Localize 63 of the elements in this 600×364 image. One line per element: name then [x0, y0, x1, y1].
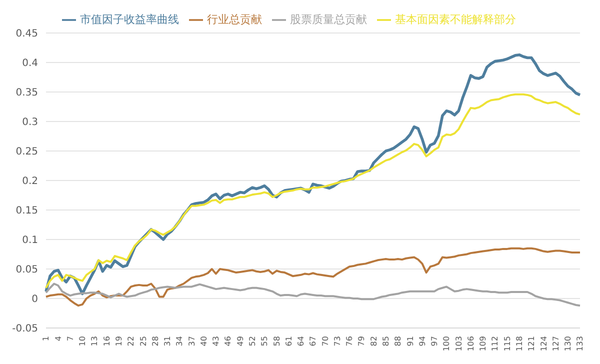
x-tick-label: 25	[138, 336, 148, 346]
legend-label: 市值因子收益率曲线	[80, 13, 179, 26]
x-tick-label: 58	[272, 336, 282, 346]
x-tick-label: 31	[163, 336, 172, 346]
x-tick-label: 7	[66, 336, 75, 342]
line-series	[45, 282, 581, 307]
x-tick-label: 118	[515, 336, 524, 352]
x-tick-label: 64	[296, 336, 306, 346]
x-tick-label: 16	[102, 336, 112, 346]
x-tick-label: 130	[564, 336, 573, 352]
y-tick-label: 0.2	[22, 176, 38, 188]
x-tick-label: 67	[308, 336, 318, 346]
legend-label: 基本面因素不能解释部分	[395, 13, 516, 26]
x-tick-label: 76	[345, 336, 354, 346]
y-tick-label: -0.05	[12, 324, 38, 335]
x-tick-label: 82	[369, 336, 378, 346]
y-tick-label: 0.25	[16, 146, 38, 158]
x-tick-label: 91	[406, 336, 415, 346]
y-tick-label: 0.15	[16, 206, 38, 217]
x-tick-label: 55	[260, 336, 270, 346]
y-tick-label: 0.4	[22, 58, 38, 70]
x-tick-label: 124	[539, 336, 548, 352]
x-tick-label: 70	[320, 336, 330, 346]
x-tick-label: 85	[382, 336, 390, 346]
legend-label: 股票质量总贡献	[290, 13, 367, 26]
x-tick-label: 34	[175, 336, 184, 346]
y-tick-label: 0.35	[16, 88, 38, 99]
y-tick-label: 0	[32, 294, 38, 306]
line-series	[45, 93, 581, 289]
x-tick-label: 13	[90, 336, 100, 346]
y-tick-label: 0.1	[22, 235, 38, 246]
x-tick-label: 1	[42, 336, 51, 342]
x-tick-label: 97	[430, 336, 440, 346]
line-series	[45, 247, 581, 307]
x-tick-label: 73	[332, 336, 342, 346]
x-tick-label: 121	[527, 336, 536, 352]
x-tick-label: 61	[284, 336, 294, 346]
x-tick-label: 112	[490, 336, 500, 352]
x-tick-label: 46	[224, 336, 233, 346]
x-tick-label: 49	[236, 336, 245, 346]
x-tick-label: 133	[576, 336, 585, 352]
x-tick-label: 88	[394, 336, 403, 346]
x-tick-label: 19	[114, 336, 124, 346]
y-tick-label: 0.3	[22, 117, 38, 128]
x-tick-label: 100	[442, 336, 452, 352]
x-tick-label: 127	[551, 336, 560, 352]
x-tick-label: 22	[126, 336, 136, 346]
x-tick-label: 115	[502, 336, 512, 352]
x-tick-label: 106	[466, 336, 476, 352]
legend-label: 行业总贡献	[207, 13, 262, 26]
x-tick-label: 109	[478, 336, 488, 352]
y-tick-label: 0.05	[16, 264, 38, 276]
x-tick-label: 28	[150, 336, 160, 346]
x-tick-label: 37	[187, 336, 196, 346]
x-tick-label: 103	[454, 336, 464, 352]
x-tick-label: 43	[212, 336, 221, 346]
x-tick-label: 52	[248, 336, 257, 346]
x-tick-label: 79	[357, 336, 366, 346]
y-tick-label: 0.45	[16, 28, 38, 40]
x-tick-label: 4	[54, 336, 63, 342]
x-tick-label: 40	[199, 336, 208, 346]
x-tick-label: 94	[418, 336, 427, 346]
x-tick-label: 10	[78, 336, 88, 346]
